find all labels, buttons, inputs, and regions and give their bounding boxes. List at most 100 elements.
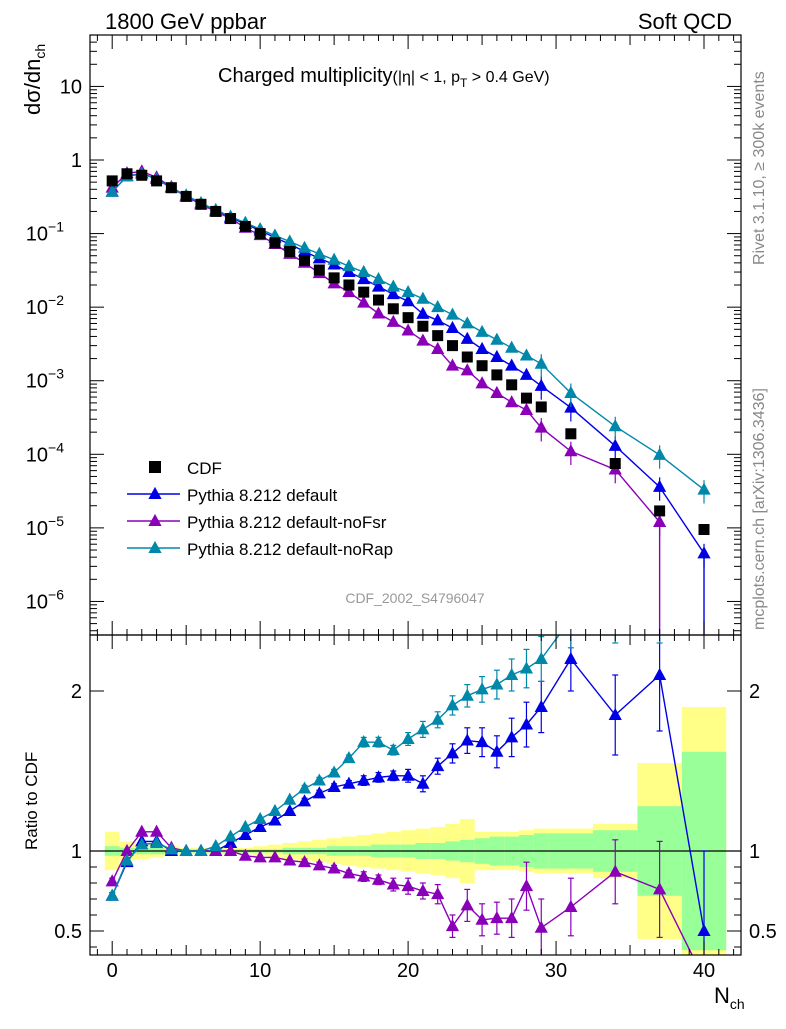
series-3-ratio-point xyxy=(445,698,460,711)
series-1-ratio-point xyxy=(223,835,238,848)
y-axis-label: dσ/dnch xyxy=(20,44,48,115)
series-3-ratio-point xyxy=(475,682,489,695)
series-3-point xyxy=(327,252,341,265)
y-tick-label: 10−1 xyxy=(26,219,64,246)
series-2-ratio-point xyxy=(490,911,504,924)
series-1-ratio-point xyxy=(505,730,519,743)
data-point xyxy=(151,175,163,187)
data-point xyxy=(491,369,503,381)
rivet-label: Rivet 3.1.10, ≥ 300k events xyxy=(751,71,768,265)
series-3-ratio-point xyxy=(283,792,297,805)
ratio-panel-frame xyxy=(89,634,742,956)
series-2-ratio-point xyxy=(238,848,252,861)
series-2-ratio-point xyxy=(431,887,445,900)
data-point xyxy=(254,228,266,240)
series-2-point xyxy=(416,333,430,346)
series-1-ratio-point xyxy=(697,923,711,936)
chart-title-main: Charged multiplicity xyxy=(218,65,393,87)
series-1-ratio-point xyxy=(653,667,667,680)
series-1-ratio-point xyxy=(445,746,460,759)
data-point xyxy=(121,168,133,180)
data-point xyxy=(654,505,666,517)
y-tick-exp: −4 xyxy=(48,439,64,455)
series-1-ratio-point xyxy=(283,803,297,816)
data-point xyxy=(225,213,237,225)
series-1-ratio-point xyxy=(386,768,400,781)
series-2-ratio-point xyxy=(120,843,134,856)
series-3-ratio-point xyxy=(534,651,548,664)
series-3-point xyxy=(564,385,578,399)
series-3-point xyxy=(357,264,371,277)
data-point xyxy=(343,279,355,291)
legend: CDF Pythia 8.212 default Pythia 8.212 defa… xyxy=(127,459,393,559)
data-point xyxy=(195,198,207,210)
series-3-ratio-point xyxy=(519,661,534,674)
series-3-point xyxy=(431,300,445,313)
series-3-ratio-point xyxy=(223,829,238,842)
series-3-ratio-point xyxy=(327,765,341,778)
series-1-ratio-point xyxy=(268,813,282,826)
series-1-point xyxy=(697,546,711,559)
y-axis-label-main: dσ/dn xyxy=(20,59,45,115)
series-3-ratio-point xyxy=(253,811,267,824)
series-2-ratio-point xyxy=(460,898,474,911)
ratio-tick-label: 1 xyxy=(71,841,82,863)
series-1-point xyxy=(608,438,622,451)
series-2-point xyxy=(342,284,356,298)
series-1-ratio-point xyxy=(327,779,341,792)
series-2-ratio-point xyxy=(268,850,282,863)
series-3-ratio-point xyxy=(268,803,282,816)
chart-title: Charged multiplicity(|η| < 1, pT > 0.4 G… xyxy=(218,65,550,90)
series-3-ratio-point xyxy=(564,612,577,624)
series-3-point xyxy=(105,184,119,197)
data-point xyxy=(565,428,577,440)
series-3-point xyxy=(534,356,548,369)
series-1-point xyxy=(460,331,474,344)
series-3-point xyxy=(519,348,534,361)
y-tick-base: 10 xyxy=(26,591,48,613)
data-point xyxy=(476,360,488,372)
ratio-tick-label-right: 1 xyxy=(749,841,760,863)
series-2-point xyxy=(519,402,534,415)
x-tick-label: 30 xyxy=(545,960,567,982)
series-2-ratio-point xyxy=(371,872,386,885)
y-tick-exp: −5 xyxy=(48,513,64,529)
data-point xyxy=(358,286,370,298)
series-3-point xyxy=(505,340,519,353)
series-3-point xyxy=(475,324,489,337)
series-3-ratio-point xyxy=(609,604,622,616)
data-point xyxy=(520,392,532,404)
reference-label: mcplots.cern.ch [arXiv:1306.3436] xyxy=(751,388,768,630)
series-2-ratio-point xyxy=(105,874,119,887)
series-3-ratio-line xyxy=(111,635,560,897)
data-point xyxy=(535,401,547,413)
series-2-ratio-point xyxy=(283,853,297,866)
series-2-ratio-point xyxy=(149,824,164,837)
data-point xyxy=(461,351,473,363)
series-1-ratio-point xyxy=(371,770,386,783)
series-2-point xyxy=(431,341,445,354)
series-3-ratio-point xyxy=(209,839,223,852)
series-2-ratio-point xyxy=(135,824,149,837)
series-3-point xyxy=(386,279,400,292)
y-tick-exp: −3 xyxy=(48,366,64,382)
y-tick-label: 1 xyxy=(71,150,82,172)
series-1-ratio-point xyxy=(253,819,267,832)
chart-title-cut: > 0.4 GeV) xyxy=(467,69,549,86)
series-3-point xyxy=(445,307,460,320)
series-2-point xyxy=(371,306,386,319)
y-tick-base: 10 xyxy=(26,224,48,246)
ratio-axis-label: Ratio to CDF xyxy=(22,752,41,850)
series-3-ratio-point xyxy=(135,837,149,850)
series-3-ratio-point xyxy=(238,819,252,832)
data-point xyxy=(284,246,296,258)
series-2-ratio-point xyxy=(312,858,326,871)
series-3-point xyxy=(608,419,622,432)
series-3-ratio-point xyxy=(386,743,400,756)
series-3-ratio-point xyxy=(312,773,326,786)
data-point xyxy=(136,169,148,181)
x-tick-label: 0 xyxy=(107,960,118,982)
chart-title-sub: T xyxy=(460,76,468,90)
data-point xyxy=(387,303,399,315)
y-axis-label-sub: ch xyxy=(32,44,48,59)
